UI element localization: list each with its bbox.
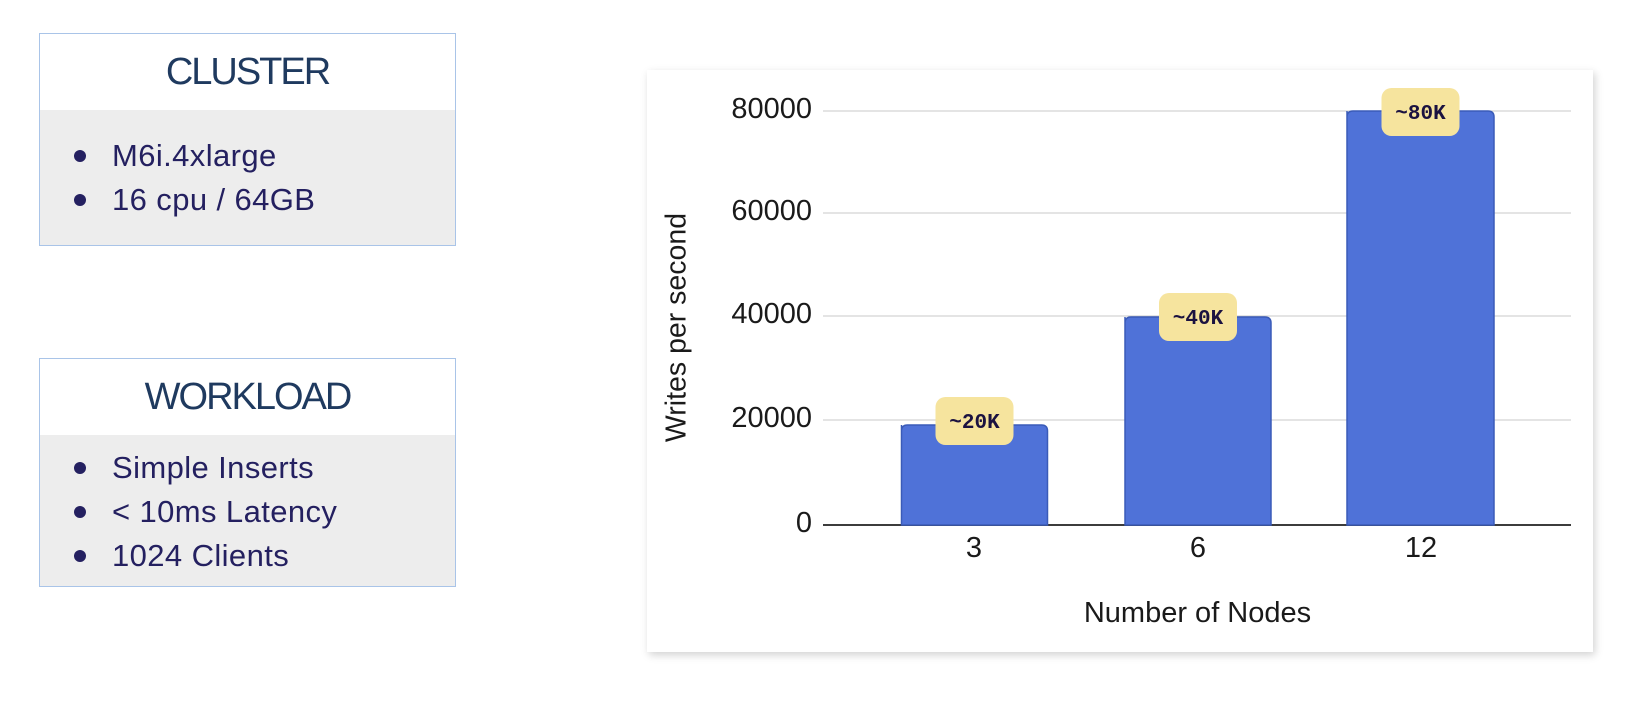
svg-text:~20K: ~20K [949,412,1000,435]
svg-text:0: 0 [796,507,812,539]
svg-text:Writes per second: Writes per second [661,213,693,442]
svg-text:80000: 80000 [731,93,812,125]
svg-text:6: 6 [1190,532,1206,564]
svg-text:~40K: ~40K [1173,308,1224,331]
svg-text:40000: 40000 [731,298,812,330]
svg-text:20000: 20000 [731,402,812,434]
svg-text:60000: 60000 [731,195,812,227]
svg-text:3: 3 [966,532,982,564]
svg-text:~80K: ~80K [1395,103,1446,126]
svg-text:Number of Nodes: Number of Nodes [1084,597,1311,629]
svg-text:12: 12 [1405,532,1437,564]
